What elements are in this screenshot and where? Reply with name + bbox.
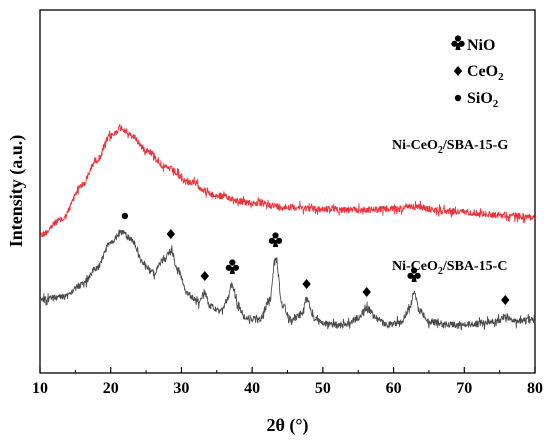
peak-marker-club-7	[407, 267, 421, 282]
peak-marker-diamond-8	[501, 295, 510, 305]
peak-marker-club-4	[268, 232, 283, 247]
series-line-g	[39, 123, 536, 238]
legend-circle-icon	[454, 94, 462, 102]
x-tick-label-60: 60	[386, 380, 402, 397]
peak-marker-diamond-1	[166, 229, 176, 239]
x-axis-label: 2θ (°)	[266, 415, 308, 436]
x-tick-label-20: 20	[103, 380, 119, 397]
legend-diamond-icon	[453, 66, 463, 76]
x-axis-ticks: 10 20 30 40 50 60 70 80	[32, 367, 543, 397]
legend-entry-sio2: SiO2	[454, 90, 499, 110]
y-axis-label: Intensity (a.u.)	[6, 135, 27, 248]
club-icon	[451, 35, 465, 50]
peak-marker-club-3	[225, 259, 240, 274]
peak-marker-diamond-6	[362, 287, 371, 297]
series-line-c	[39, 229, 536, 331]
peak-marker-diamond-2	[200, 271, 209, 281]
x-tick-label-10: 10	[32, 380, 48, 397]
x-tick-label-50: 50	[315, 380, 331, 397]
series-label-g: Ni-CeO2/SBA-15-G	[392, 138, 508, 156]
series-label-c: Ni-CeO2/SBA-15-C	[392, 259, 507, 277]
legend-label-ceo2: CeO2	[467, 63, 504, 83]
legend-entry-ceo2: CeO2	[453, 63, 504, 83]
x-tick-label-70: 70	[456, 380, 472, 397]
circle-icon	[454, 94, 462, 102]
series-layer	[39, 123, 536, 331]
x-tick-label-40: 40	[244, 380, 260, 397]
diamond-icon	[453, 66, 463, 76]
peak-markers	[121, 212, 510, 305]
legend-entry-nio: NiO	[451, 35, 495, 54]
plot-frame	[39, 9, 536, 374]
legend-club-icon	[451, 35, 465, 50]
legend-label-nio: NiO	[467, 37, 495, 54]
legend-label-sio2: SiO2	[467, 90, 499, 110]
x-tick-label-80: 80	[527, 380, 543, 397]
x-tick-label-30: 30	[173, 380, 189, 397]
legend: NiO CeO2 SiO2	[451, 35, 504, 110]
peak-marker-circle-0	[121, 212, 129, 220]
peak-marker-diamond-5	[302, 279, 311, 289]
